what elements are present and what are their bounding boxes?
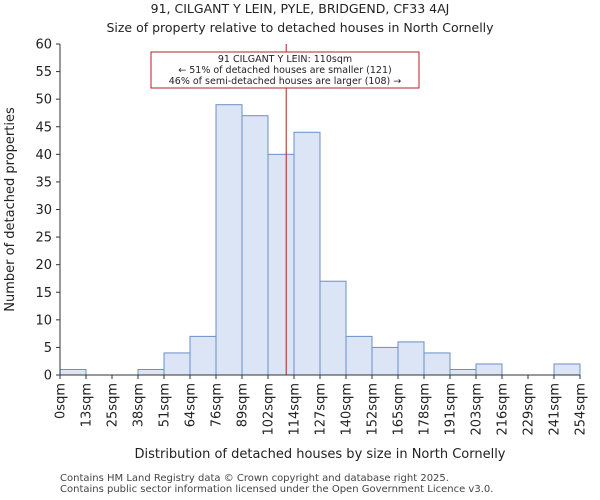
- y-tick-label-35: 35: [35, 175, 52, 190]
- bar-152sqm: [371, 346, 399, 376]
- bar-165sqm: [397, 341, 425, 376]
- x-axis-label: Distribution of detached houses by size …: [134, 447, 505, 462]
- x-tick-label-178sqm: 178sqm: [418, 383, 433, 436]
- histogram-chart: 91 CILGANT Y LEIN: 110sqm← 51% of detach…: [3, 38, 589, 463]
- x-tick-label-13sqm: 13sqm: [80, 383, 95, 427]
- footer-line-1: Contains HM Land Registry data © Crown c…: [60, 473, 449, 484]
- annotation-box: [150, 51, 420, 89]
- y-tick-label-60: 60: [35, 38, 52, 53]
- y-tick-label-5: 5: [44, 341, 52, 356]
- x-tick-label-0sqm: 0sqm: [54, 383, 69, 419]
- x-tick-label-64sqm: 64sqm: [184, 383, 199, 427]
- y-tick-label-20: 20: [35, 258, 52, 273]
- x-tick-label-152sqm: 152sqm: [366, 383, 381, 436]
- y-tick-label-25: 25: [35, 231, 52, 246]
- y-tick-label-50: 50: [35, 93, 52, 108]
- bar-127sqm: [319, 280, 347, 376]
- bar-203sqm: [475, 363, 503, 376]
- x-tick-label-216sqm: 216sqm: [496, 383, 511, 436]
- bar-89sqm: [241, 115, 269, 376]
- x-tick-label-25sqm: 25sqm: [106, 383, 121, 427]
- bar-102sqm: [267, 153, 295, 376]
- x-tick-label-203sqm: 203sqm: [470, 383, 485, 436]
- x-tick-label-191sqm: 191sqm: [444, 383, 459, 436]
- bar-178sqm: [423, 352, 451, 376]
- x-tick-label-89sqm: 89sqm: [236, 383, 251, 427]
- bar-191sqm: [449, 368, 477, 376]
- x-tick-label-76sqm: 76sqm: [210, 383, 225, 427]
- y-tick-label-0: 0: [44, 369, 52, 384]
- x-tick-label-114sqm: 114sqm: [288, 383, 303, 436]
- x-tick-label-165sqm: 165sqm: [392, 383, 407, 436]
- bar-38sqm: [137, 368, 165, 376]
- axes-group: 0 5 10 15 20 25 30 35 40 45 50 55 60 0sqm 13sqm 25sqm 38…: [3, 38, 589, 463]
- bar-51sqm: [163, 352, 191, 376]
- y-tick-label-30: 30: [35, 203, 52, 218]
- bar-114sqm: [293, 131, 321, 376]
- x-tick-label-38sqm: 38sqm: [132, 383, 147, 427]
- bar-140sqm: [345, 335, 373, 376]
- annotation-line-3: 46% of semi-detached houses are larger (…: [169, 76, 402, 87]
- annotation-line-1: 91 CILGANT Y LEIN: 110sqm: [218, 54, 352, 65]
- y-tick-label-10: 10: [35, 313, 52, 328]
- y-axis-label: Number of detached properties: [3, 107, 18, 312]
- bar-64sqm: [189, 335, 217, 376]
- chart-title: 91, CILGANT Y LEIN, PYLE, BRIDGEND, CF33…: [150, 1, 450, 16]
- bars-group: [59, 104, 581, 376]
- annotation-line-2: ← 51% of detached houses are smaller (12…: [178, 65, 391, 76]
- x-tick-label-254sqm: 254sqm: [574, 383, 589, 436]
- footer-line-2: Contains public sector information licen…: [60, 484, 494, 495]
- y-tick-label-45: 45: [35, 120, 52, 135]
- x-tick-label-102sqm: 102sqm: [262, 383, 277, 436]
- bar-76sqm: [215, 104, 243, 376]
- x-tick-label-127sqm: 127sqm: [314, 383, 329, 436]
- x-tick-label-140sqm: 140sqm: [340, 383, 355, 436]
- y-tick-label-15: 15: [35, 286, 52, 301]
- x-tick-label-51sqm: 51sqm: [158, 383, 173, 427]
- chart-subtitle: Size of property relative to detached ho…: [106, 20, 494, 35]
- x-tick-label-241sqm: 241sqm: [548, 383, 563, 436]
- bar-241sqm: [553, 363, 581, 376]
- x-tick-label-229sqm: 229sqm: [522, 383, 537, 436]
- y-tick-label-40: 40: [35, 148, 52, 163]
- y-tick-label-55: 55: [35, 65, 52, 80]
- marker-group: 91 CILGANT Y LEIN: 110sqm← 51% of detach…: [150, 44, 420, 375]
- bar-0sqm: [59, 368, 87, 376]
